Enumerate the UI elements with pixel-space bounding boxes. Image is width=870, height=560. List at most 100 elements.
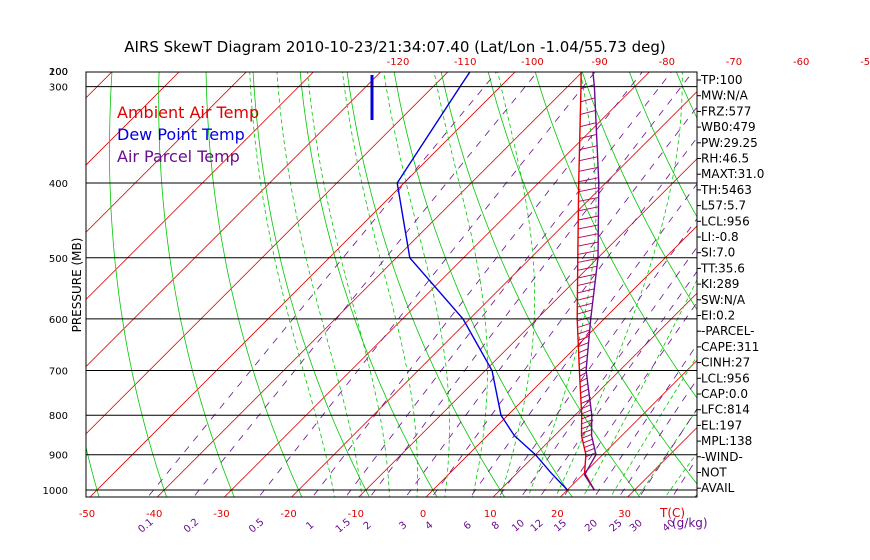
bottom-temperature-tick-label: 10 — [484, 509, 497, 520]
dry-adiabat-line — [774, 0, 870, 506]
cape-hatch-line — [577, 329, 590, 335]
mixing-ratio-tick-label: 10 — [510, 518, 527, 535]
cape-hatch-line — [578, 342, 589, 348]
background-lines — [0, 0, 870, 506]
isotherm-line — [559, 359, 697, 497]
series-line-dew-point-temp — [396, 72, 568, 491]
cape-hatch-line — [577, 265, 597, 271]
isotherm-line — [86, 72, 247, 233]
cape-hatch-line — [577, 288, 595, 294]
moist-adiabat-line — [276, 72, 363, 497]
moist-adiabat-line — [497, 72, 535, 497]
pressure-tick-label: 500 — [49, 254, 68, 265]
isotherm-line — [0, 0, 214, 506]
cape-hatch-line — [581, 433, 592, 439]
cape-hatch-line — [579, 133, 597, 139]
index-label: MPL:138 — [701, 434, 752, 448]
isotherm-line — [291, 91, 697, 497]
index-label: MW:N/A — [701, 89, 749, 103]
mixing-ratio-line — [405, 106, 697, 497]
index-label: KI:289 — [701, 277, 739, 291]
mixing-ratio-line — [539, 270, 697, 497]
cape-hatch-line — [580, 110, 596, 115]
cape-hatch-line — [579, 377, 588, 383]
cape-hatch-line — [577, 241, 599, 247]
mixing-ratio-line — [469, 183, 697, 497]
index-label: EL:197 — [701, 418, 742, 432]
isotherm-line — [0, 0, 281, 506]
cape-hatch-line — [578, 166, 599, 172]
pressure-tick-label: 400 — [49, 179, 68, 190]
isotherm-line — [86, 72, 314, 300]
moist-adiabat-line — [582, 279, 697, 497]
dry-adiabat-line — [440, 72, 641, 497]
mixing-ratio-tick-label: 15 — [552, 518, 569, 535]
index-label: NOT — [701, 466, 727, 480]
top-temperature-tick-label: -60 — [793, 57, 809, 68]
cape-hatch-line — [580, 97, 596, 103]
index-label: LFC:814 — [701, 403, 750, 417]
isobar-lines — [86, 86, 697, 491]
index-label: TT:35.6 — [700, 261, 745, 275]
dry-adiabat-line — [205, 72, 303, 497]
pressure-tick-label: 100 — [49, 67, 68, 78]
cape-hatch-line — [584, 447, 596, 453]
index-label: SW:N/A — [701, 293, 746, 307]
top-temperature-tick-label: -50 — [860, 57, 870, 68]
cape-hatch-line — [580, 399, 591, 404]
isotherm-line — [820, 0, 870, 506]
mixing-ratio-line — [562, 301, 697, 497]
mixing-ratio-tick-label: 0.5 — [247, 517, 266, 536]
dry-adiabat-line — [534, 72, 697, 399]
mixing-ratio-tick-label: 6 — [462, 520, 474, 533]
mixing-ratio-line — [193, 72, 538, 497]
index-label: SI:7.0 — [701, 246, 735, 260]
mixing-ratio-line — [345, 72, 672, 497]
isotherm-line — [86, 72, 180, 166]
mixing-ratio-tick-label: 2 — [362, 520, 374, 533]
mixing-ratio-tick-label: 12 — [529, 518, 546, 535]
pressure-tick-label: 700 — [49, 367, 68, 378]
mixing-ratio-line — [369, 72, 694, 497]
isotherm-line — [492, 292, 697, 497]
moist-adiabat-line — [664, 452, 697, 497]
dry-adiabat-line — [581, 72, 697, 311]
moist-adiabat-line — [433, 72, 488, 497]
moist-adiabat-line — [249, 72, 335, 497]
mixing-ratio-line — [312, 72, 643, 497]
legend-entry: Dew Point Temp — [117, 125, 245, 144]
cape-hatch — [577, 84, 599, 458]
index-label: LI:-0.8 — [701, 230, 739, 244]
mixing-ratio-tick-label: 3 — [397, 520, 409, 533]
bottom-temperature-tick-label: 20 — [551, 509, 564, 520]
index-label: MAXT:31.0 — [701, 167, 764, 181]
isotherm-line — [89, 72, 516, 497]
top-temperature-tick-label: -100 — [521, 57, 544, 68]
cape-hatch-line — [583, 443, 595, 449]
mixing-ratio-unit: (g/kg) — [672, 516, 708, 530]
cape-hatch-line — [577, 302, 593, 308]
index-label: CAPE:311 — [701, 340, 759, 354]
isotherm-line — [627, 427, 697, 497]
cape-hatch-line — [578, 206, 599, 212]
cape-hatch-line — [577, 323, 591, 328]
cape-hatch-line — [578, 196, 599, 202]
cape-hatch-line — [580, 388, 589, 394]
mixing-ratio-tick-labels: 0.1 0.2 0.5 1 1.5 2 3 4 6 8 10 12 15 20 25 30 40 — [136, 517, 677, 536]
isotherm-line — [86, 72, 449, 435]
cape-hatch-line — [578, 187, 599, 193]
top-temperature-tick-labels: -120-110-100-90-80-70-60-50-40 — [387, 57, 870, 68]
cape-hatch-line — [579, 383, 589, 388]
bottom-temperature-tick-label: -20 — [280, 509, 296, 520]
mixing-ratio-line — [520, 246, 697, 497]
cape-hatch-line — [578, 233, 599, 239]
bottom-temperature-tick-label: -30 — [213, 509, 229, 520]
moist-adiabat-line — [307, 72, 390, 497]
index-label: -PARCEL- — [701, 324, 755, 338]
index-label: TP:100 — [700, 73, 743, 87]
dry-adiabat-line — [633, 0, 870, 506]
mixing-ratio-tick-label: 20 — [583, 518, 600, 535]
bottom-temperature-tick-label: 0 — [420, 509, 426, 520]
